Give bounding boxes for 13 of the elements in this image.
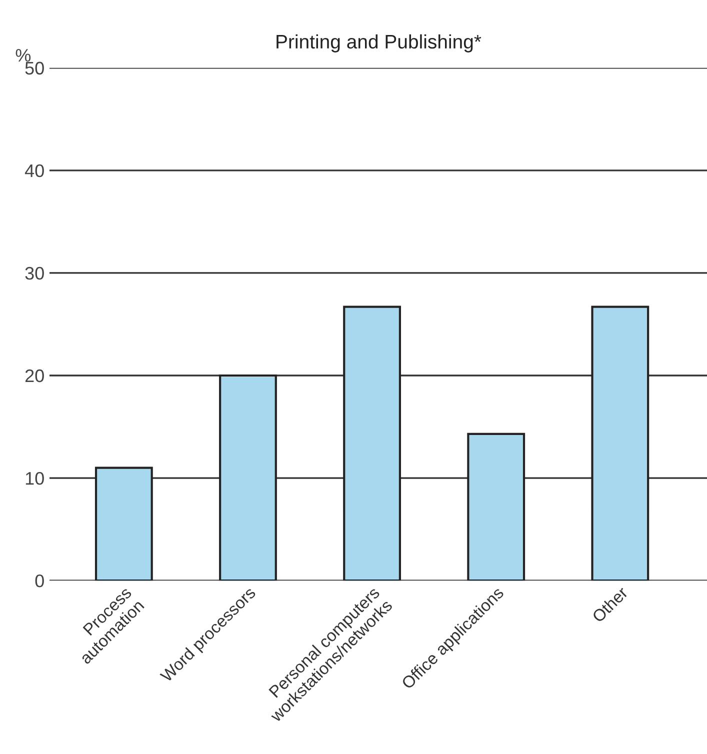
y-axis-title: % xyxy=(16,49,31,62)
bar xyxy=(591,306,650,581)
bar xyxy=(219,374,277,581)
y-tick-label: 10 xyxy=(26,472,44,485)
y-tick-label: 30 xyxy=(25,266,44,280)
bar xyxy=(467,432,526,581)
bar xyxy=(94,466,153,581)
y-tick-label: 40 xyxy=(24,164,44,178)
chart-title: Printing and Publishing* xyxy=(276,34,482,52)
y-tick-label: 0 xyxy=(35,574,44,588)
y-tick-label: 20 xyxy=(25,369,44,382)
bar xyxy=(343,306,401,581)
y-tick-label: 50 xyxy=(25,62,44,75)
